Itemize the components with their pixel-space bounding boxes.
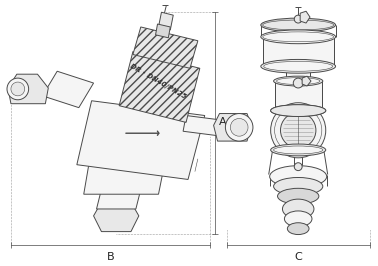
Ellipse shape	[274, 76, 323, 86]
Polygon shape	[42, 71, 94, 108]
Text: B: B	[107, 252, 114, 262]
Ellipse shape	[277, 188, 319, 204]
Text: A: A	[218, 117, 226, 127]
Polygon shape	[263, 37, 334, 66]
Polygon shape	[8, 74, 48, 104]
Polygon shape	[96, 189, 141, 209]
Ellipse shape	[287, 223, 309, 235]
Circle shape	[280, 113, 316, 148]
Text: C: C	[294, 252, 302, 262]
Ellipse shape	[277, 78, 320, 85]
Ellipse shape	[274, 107, 323, 115]
Ellipse shape	[271, 105, 326, 117]
Polygon shape	[183, 115, 225, 136]
Ellipse shape	[274, 146, 323, 154]
Ellipse shape	[261, 59, 336, 73]
Ellipse shape	[263, 20, 334, 30]
Polygon shape	[274, 81, 322, 111]
Polygon shape	[287, 66, 310, 81]
Ellipse shape	[270, 166, 327, 187]
Ellipse shape	[271, 144, 326, 156]
Polygon shape	[158, 12, 173, 30]
Polygon shape	[214, 114, 251, 141]
Ellipse shape	[271, 105, 326, 117]
Circle shape	[293, 78, 303, 88]
Ellipse shape	[261, 30, 336, 44]
Ellipse shape	[282, 199, 314, 219]
Circle shape	[271, 103, 326, 158]
Circle shape	[294, 163, 302, 171]
Ellipse shape	[261, 18, 336, 32]
Ellipse shape	[284, 211, 312, 227]
Circle shape	[225, 114, 253, 141]
Polygon shape	[302, 76, 311, 86]
Polygon shape	[156, 118, 200, 177]
Ellipse shape	[274, 177, 323, 195]
Text: DR - DN40/PN25: DR - DN40/PN25	[129, 63, 187, 99]
Polygon shape	[156, 24, 170, 38]
Circle shape	[294, 15, 302, 23]
Ellipse shape	[264, 61, 333, 71]
Polygon shape	[300, 11, 310, 23]
Polygon shape	[84, 160, 166, 194]
Circle shape	[230, 118, 248, 136]
Polygon shape	[77, 101, 205, 180]
Circle shape	[7, 78, 29, 100]
Polygon shape	[133, 27, 198, 68]
Polygon shape	[119, 52, 200, 122]
Circle shape	[11, 82, 25, 96]
Polygon shape	[94, 202, 139, 232]
